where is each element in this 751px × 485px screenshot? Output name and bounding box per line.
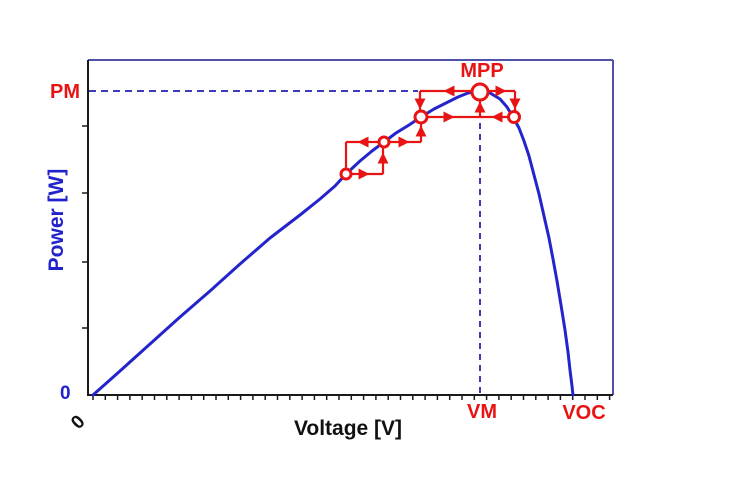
mppt-step-path: [344, 85, 521, 180]
axis-ticks: [82, 125, 611, 400]
pm-vm-dashed-guides: [89, 90, 481, 394]
operating-point-markers: [339, 82, 521, 181]
pv-power-curve: [91, 89, 575, 397]
mpp-label: MPP: [460, 60, 504, 82]
voc-label: VOC: [562, 402, 606, 424]
plot-border: [87, 59, 614, 396]
vm-label: VM: [467, 401, 497, 423]
x-axis-title: Voltage [V]: [293, 417, 403, 440]
pm-label: PM: [50, 81, 80, 103]
y-axis-zero-label: 0: [60, 383, 71, 404]
y-axis-title: Power [W]: [45, 168, 68, 272]
